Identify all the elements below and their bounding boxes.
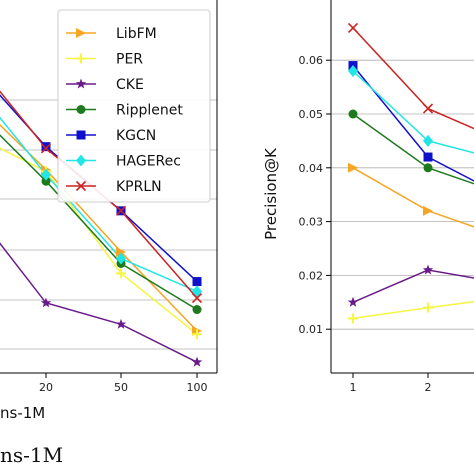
legend: LibFM PER CKE Ripplenet KGCN HAGERec KPRLN [57, 9, 211, 203]
left-point-kprln-50 [115, 205, 127, 216]
right-ytick-label-0.02: 0.02 [299, 269, 324, 282]
left-point-hagerec-20 [41, 168, 51, 181]
left-line-ripplenet [0, 134, 198, 311]
right-xtick-label-2: 2 [425, 381, 432, 394]
right-point-ripplenet-2 [423, 163, 433, 173]
right-ytick-label-0.05: 0.05 [299, 108, 324, 121]
left-point-cke-50 [115, 318, 127, 329]
right-point-hagerec-2 [423, 134, 433, 147]
left-point-kgcn-20 [41, 142, 51, 152]
right-point-kgcn-2 [423, 152, 433, 162]
left-point-per-50 [116, 268, 126, 279]
right-point-per-2 [423, 302, 433, 313]
left-xtick-label-50: 50 [114, 381, 128, 394]
right-point-cke-1 [347, 296, 359, 307]
right-ytick-label-0.04: 0.04 [299, 162, 324, 175]
right-line-cke [352, 269, 474, 303]
legend-marker-per [76, 53, 86, 64]
left-point-per-100 [192, 329, 202, 340]
right-series-lines [352, 27, 474, 320]
right-grid [331, 59, 474, 330]
left-line-hagerec [0, 116, 198, 293]
left-point-kprln-100 [191, 292, 203, 304]
left-point-cke-100 [191, 356, 203, 367]
legend-marker-kprln [75, 180, 87, 192]
right-point-hagerec-1 [348, 64, 358, 77]
left-point-cke-20 [40, 297, 52, 308]
legend-label-hagerec: HAGERec [116, 154, 181, 170]
legend-label-per: PER [116, 52, 143, 68]
left-series-markers [40, 142, 203, 367]
legend-marker-kgcn [76, 130, 86, 140]
legend-marker-cke [75, 78, 87, 89]
legend-label-libfm: LibFM [116, 26, 157, 42]
left-line-libfm [0, 124, 198, 332]
right-y-ticks: 0.01 0.02 0.03 0.04 0.05 0.06 [299, 54, 331, 336]
legend-label-ripplenet: Ripplenet [116, 103, 183, 119]
left-x-axis-label: ns-1M [0, 404, 45, 422]
right-series-markers [347, 22, 434, 324]
right-ytick-label-0.01: 0.01 [299, 323, 324, 336]
legend-marker-ripplenet [76, 105, 86, 114]
right-ytick-label-0.06: 0.06 [299, 54, 324, 67]
right-xtick-label-1: 1 [350, 381, 357, 394]
left-point-ripplenet-20 [41, 176, 51, 186]
right-y-axis-label: Precision@K [262, 147, 280, 240]
legend-marker-libfm [76, 28, 86, 38]
right-point-cke-2 [422, 264, 434, 275]
left-point-libfm-50 [116, 246, 126, 257]
right-line-kprln [352, 27, 474, 130]
left-xtick-label-20: 20 [39, 381, 53, 394]
right-ytick-label-0.03: 0.03 [299, 216, 324, 229]
legend-label-kprln: KPRLN [116, 179, 162, 195]
left-xtick-label-partial: 0 [0, 381, 1, 394]
left-xtick-label-100: 100 [187, 381, 208, 394]
left-point-ripplenet-100 [192, 305, 202, 315]
right-point-kprln-2 [422, 103, 434, 114]
left-line-cke [0, 242, 198, 363]
legend-marker-hagerec [76, 154, 86, 167]
legend-label-cke: CKE [116, 77, 144, 93]
right-point-libfm-1 [348, 162, 358, 173]
right-point-per-1 [348, 313, 358, 324]
right-point-kprln-1 [347, 22, 359, 33]
left-x-ticks: 20 50 100 0 [0, 373, 208, 394]
legend-label-kgcn: KGCN [116, 128, 156, 144]
left-point-kprln-20 [40, 143, 52, 154]
right-line-per [352, 300, 474, 320]
left-point-hagerec-50 [116, 252, 126, 265]
legend-items: LibFM PER CKE Ripplenet KGCN HAGERec KPRLN [66, 26, 183, 195]
right-point-ripplenet-1 [348, 109, 358, 119]
left-caption: ns-1M [0, 443, 63, 467]
left-point-kgcn-100 [192, 277, 202, 287]
right-point-libfm-2 [423, 205, 433, 216]
